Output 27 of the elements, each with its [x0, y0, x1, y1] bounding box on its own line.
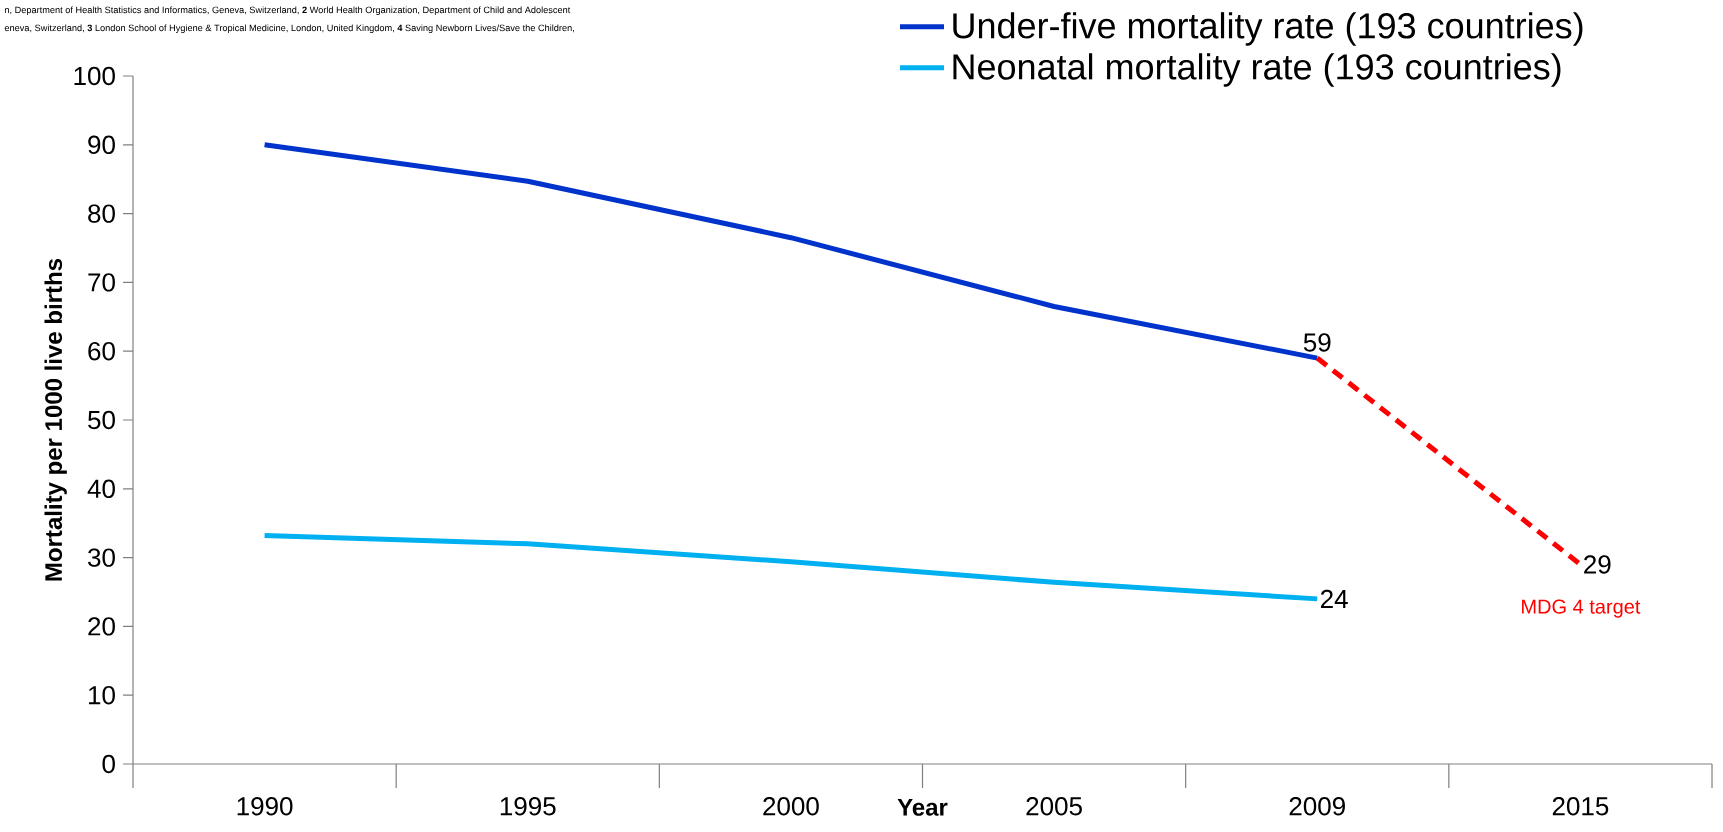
text: eneva, Switzerland, 3 London School of Hygiene & Tropical Medicine, London, United Kingdom, 4 Saving Newborn Lives/Save the Children,: [4, 24, 574, 33]
x-axis-title: Year: [897, 799, 948, 816]
data-label: 59: [1303, 333, 1331, 352]
data-label: 24: [1320, 589, 1348, 608]
x-tick-label: 2015: [1552, 797, 1609, 816]
annotation: MDG 4 target: [1522, 599, 1641, 618]
data-label: 29: [1584, 555, 1611, 574]
y-tick-label: 0: [102, 754, 115, 774]
y-tick-label: 40: [87, 479, 115, 498]
x-tick-label: 2000: [763, 797, 819, 816]
y-tick-label: 100: [74, 66, 115, 86]
y-tick-label: 80: [88, 204, 115, 223]
y-tick-label: 10: [89, 685, 115, 705]
x-tick-label: 2005: [1026, 797, 1082, 816]
y-tick-label: 20: [88, 617, 115, 636]
text: n, Department of Health Statistics and Informatics, Geneva, Switzerland, 2 World Health Organization, Department of Child and Adolescent: [5, 6, 571, 15]
x-tick-label: 2009: [1289, 797, 1345, 816]
x-tick-label: 1995: [500, 797, 556, 816]
y-axis-title: Mortality per 1000 live births: [44, 258, 67, 581]
y-tick-label: 30: [88, 548, 115, 567]
x-tick-label: 1990: [237, 797, 293, 816]
y-tick-label: 90: [88, 135, 115, 154]
legend-label: Neonatal mortality rate (193 countries): [953, 53, 1561, 87]
legend-label: Under-five mortality rate (193 countries): [953, 12, 1583, 46]
y-tick-label: 50: [88, 410, 115, 430]
y-tick-label: 70: [88, 273, 115, 292]
y-tick-label: 60: [88, 341, 115, 361]
